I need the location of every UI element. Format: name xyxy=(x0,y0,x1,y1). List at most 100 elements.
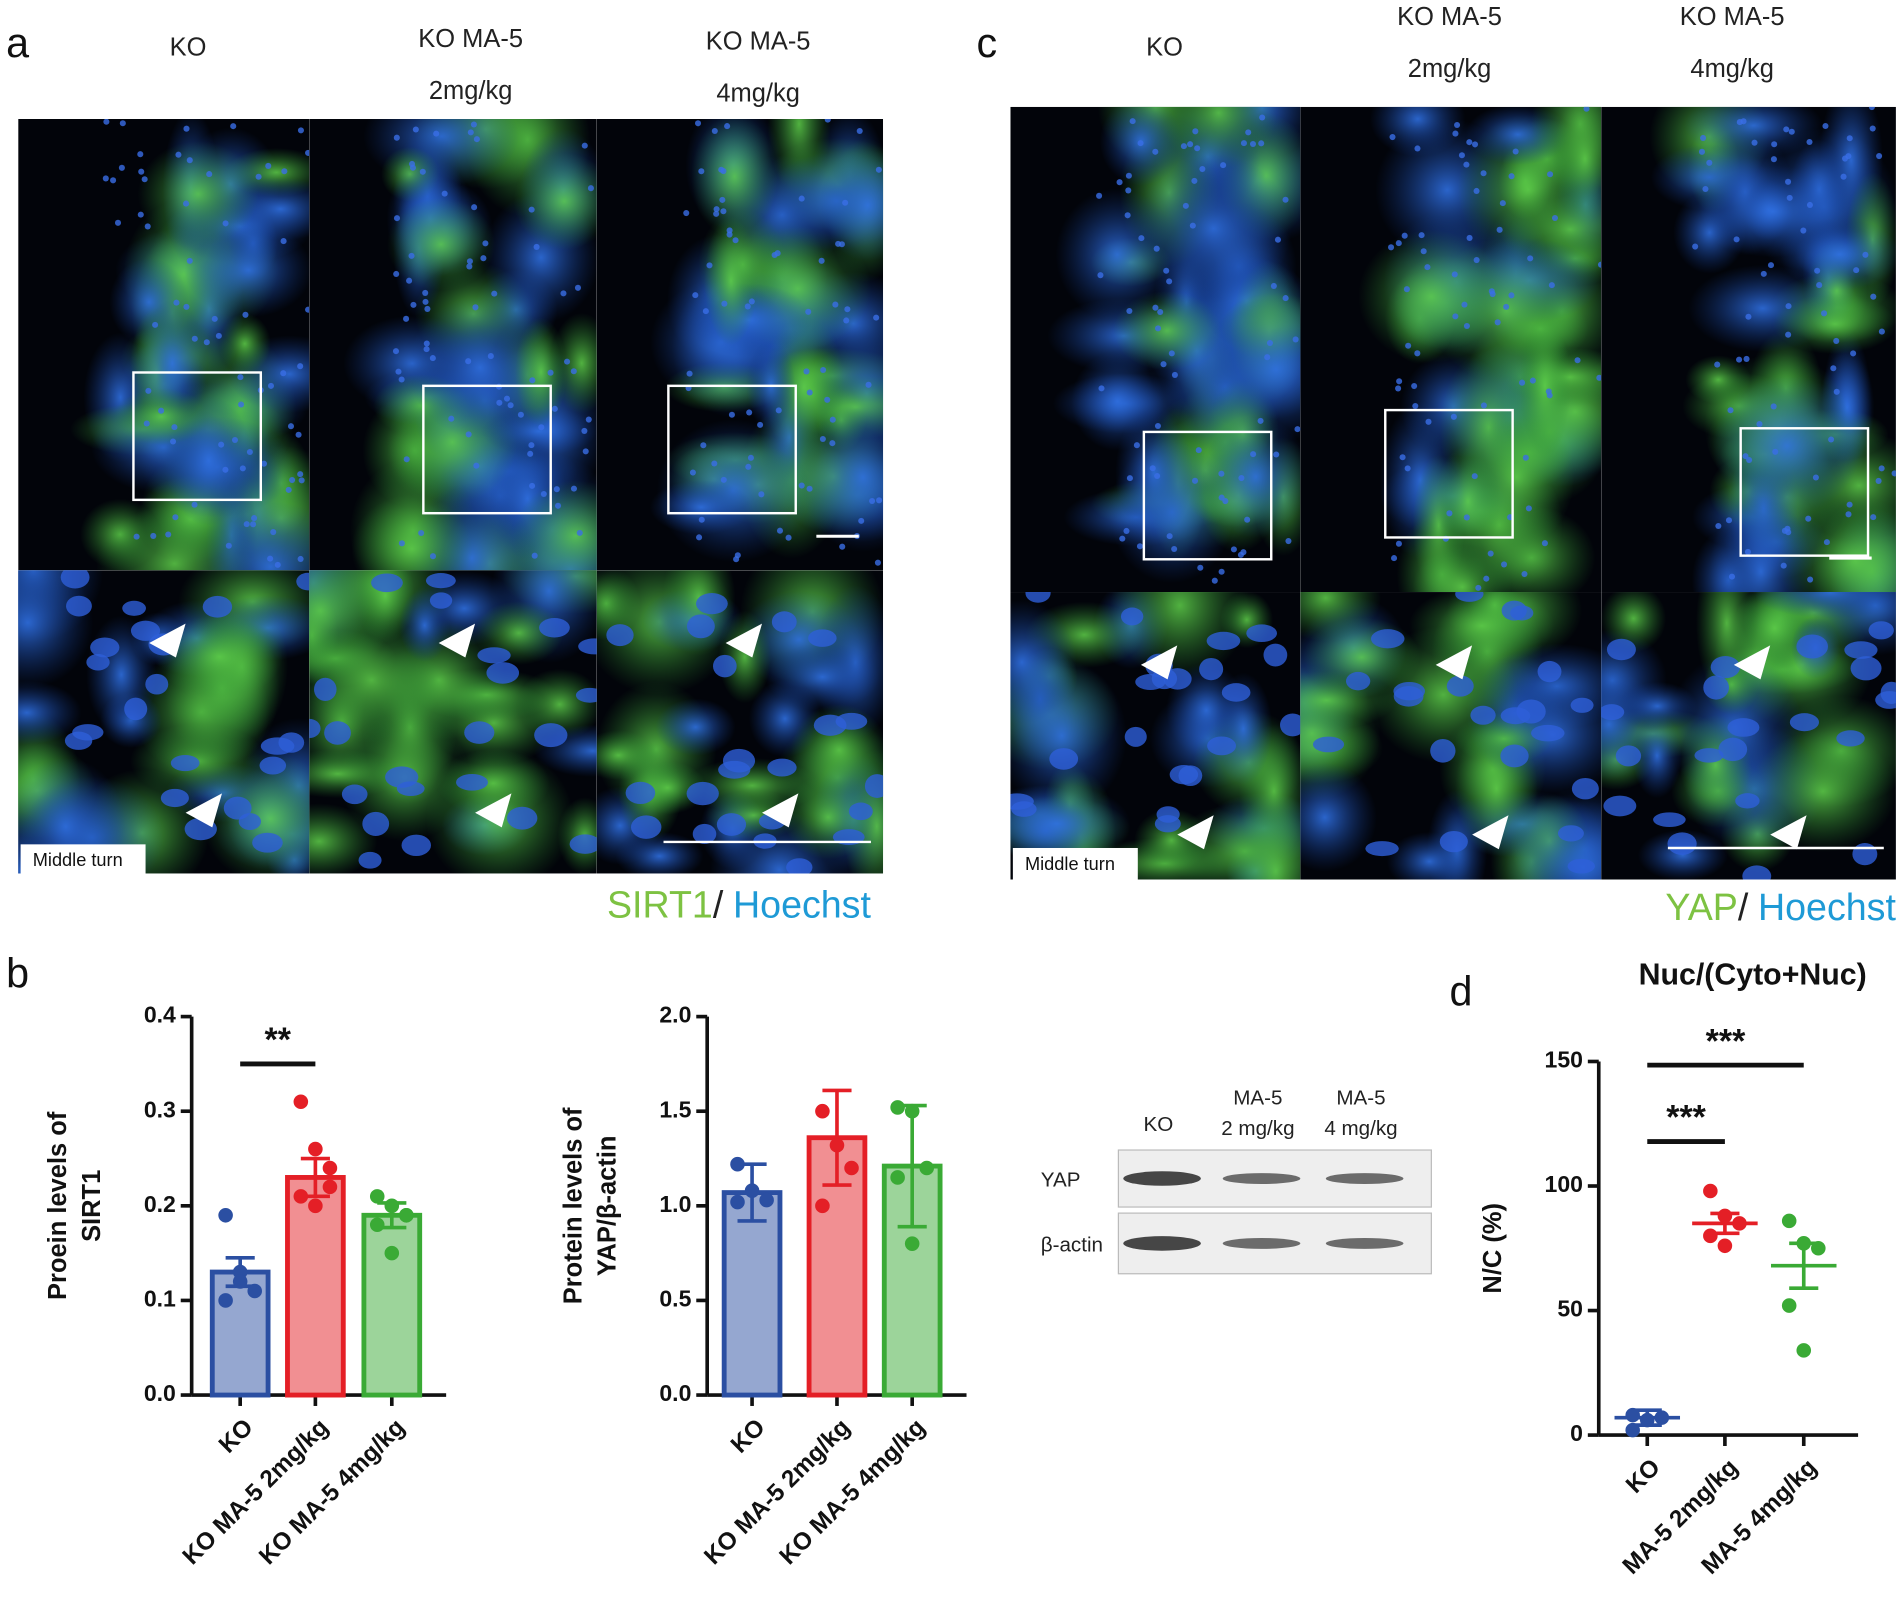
nucleus xyxy=(1500,744,1529,768)
nucleus xyxy=(60,570,90,589)
nucleus xyxy=(1120,607,1144,626)
significance-label: *** xyxy=(1706,1022,1746,1060)
tissue xyxy=(1214,672,1273,785)
nucleus xyxy=(843,317,850,324)
nucleus xyxy=(265,162,272,169)
data-point xyxy=(815,1103,830,1119)
nucleus xyxy=(1273,451,1280,458)
nucleus xyxy=(1836,730,1865,747)
data-point xyxy=(1703,1228,1718,1244)
nucleus xyxy=(285,486,292,493)
nucleus xyxy=(856,127,863,135)
nucleus xyxy=(1149,465,1156,472)
nucleus xyxy=(144,223,151,230)
nucleus xyxy=(1420,248,1427,255)
micrograph-content xyxy=(309,570,597,874)
nucleus xyxy=(1480,170,1487,177)
bar xyxy=(361,1212,423,1398)
nucleus xyxy=(1446,675,1474,697)
column-header: KO MA-5 xyxy=(418,25,523,53)
nucleus xyxy=(211,315,218,322)
nucleus xyxy=(103,118,110,125)
nucleus xyxy=(1418,232,1425,239)
nucleus xyxy=(1850,350,1857,357)
nucleus xyxy=(529,377,536,384)
nucleus xyxy=(1862,251,1869,258)
data-point xyxy=(1654,1410,1670,1425)
nucleus xyxy=(1123,527,1130,534)
nucleus xyxy=(1282,196,1289,203)
roi-box xyxy=(1142,430,1273,561)
nucleus xyxy=(824,118,831,123)
nucleus xyxy=(186,257,193,264)
nucleus xyxy=(1240,140,1247,147)
nucleus xyxy=(540,490,547,498)
y-axis-label: YAP/β-actin xyxy=(594,1136,622,1277)
data-point xyxy=(1732,1216,1747,1231)
nucleus xyxy=(1771,141,1778,148)
nucleus xyxy=(1452,130,1459,137)
nucleus xyxy=(191,501,198,508)
roi-box xyxy=(132,371,263,502)
nucleus xyxy=(1463,514,1470,521)
nucleus xyxy=(1783,126,1790,133)
nucleus xyxy=(1168,350,1175,357)
nucleus xyxy=(1025,592,1051,603)
tissue xyxy=(1225,792,1301,880)
significance-label: *** xyxy=(1666,1099,1706,1137)
nucleus xyxy=(496,399,503,406)
nucleus xyxy=(746,409,753,416)
tissue xyxy=(765,642,880,711)
nucleus xyxy=(423,340,430,347)
arrowhead xyxy=(762,793,799,828)
data-point xyxy=(322,1160,338,1176)
nucleus xyxy=(1807,576,1814,583)
nucleus xyxy=(1728,573,1736,580)
nucleus xyxy=(805,308,812,315)
tissue xyxy=(655,698,736,756)
nucleus xyxy=(706,262,713,269)
nucleus xyxy=(218,441,225,448)
nucleus xyxy=(1294,426,1301,433)
nucleus xyxy=(719,196,726,203)
nucleus xyxy=(1194,145,1201,152)
data-point xyxy=(1717,1208,1733,1224)
nucleus xyxy=(578,638,597,655)
arrowhead xyxy=(725,623,763,658)
nucleus xyxy=(191,335,198,342)
nucleus xyxy=(1806,138,1813,146)
nucleus xyxy=(625,781,656,805)
nucleus xyxy=(110,177,117,184)
nucleus xyxy=(1246,624,1278,643)
nucleus xyxy=(1743,355,1750,362)
bar xyxy=(721,1190,783,1398)
micrograph xyxy=(1601,106,1896,593)
tissue xyxy=(649,479,753,535)
nucleus xyxy=(392,348,400,355)
nucleus xyxy=(406,277,413,284)
nucleus xyxy=(267,555,274,562)
nucleus xyxy=(255,173,262,180)
y-tick-label: 0.4 xyxy=(144,1002,176,1028)
data-point xyxy=(890,1100,905,1115)
nucleus xyxy=(341,784,368,805)
nucleus xyxy=(231,436,239,444)
nucleus xyxy=(1312,736,1345,753)
nucleus xyxy=(517,411,524,418)
nucleus xyxy=(503,395,511,402)
nucleus xyxy=(1396,378,1403,385)
y-tick-label: 150 xyxy=(1545,1047,1583,1073)
nucleus xyxy=(1245,129,1252,136)
nucleus xyxy=(1870,293,1877,300)
nucleus xyxy=(152,321,159,328)
tissue xyxy=(407,296,553,439)
nucleus xyxy=(1692,243,1699,250)
micrograph-content xyxy=(1010,106,1301,593)
nucleus xyxy=(1195,447,1202,454)
nucleus xyxy=(297,471,304,478)
nucleus xyxy=(864,774,884,798)
data-point xyxy=(1781,1298,1797,1313)
nucleus xyxy=(771,611,797,633)
y-tick-label: 0.0 xyxy=(659,1380,691,1406)
